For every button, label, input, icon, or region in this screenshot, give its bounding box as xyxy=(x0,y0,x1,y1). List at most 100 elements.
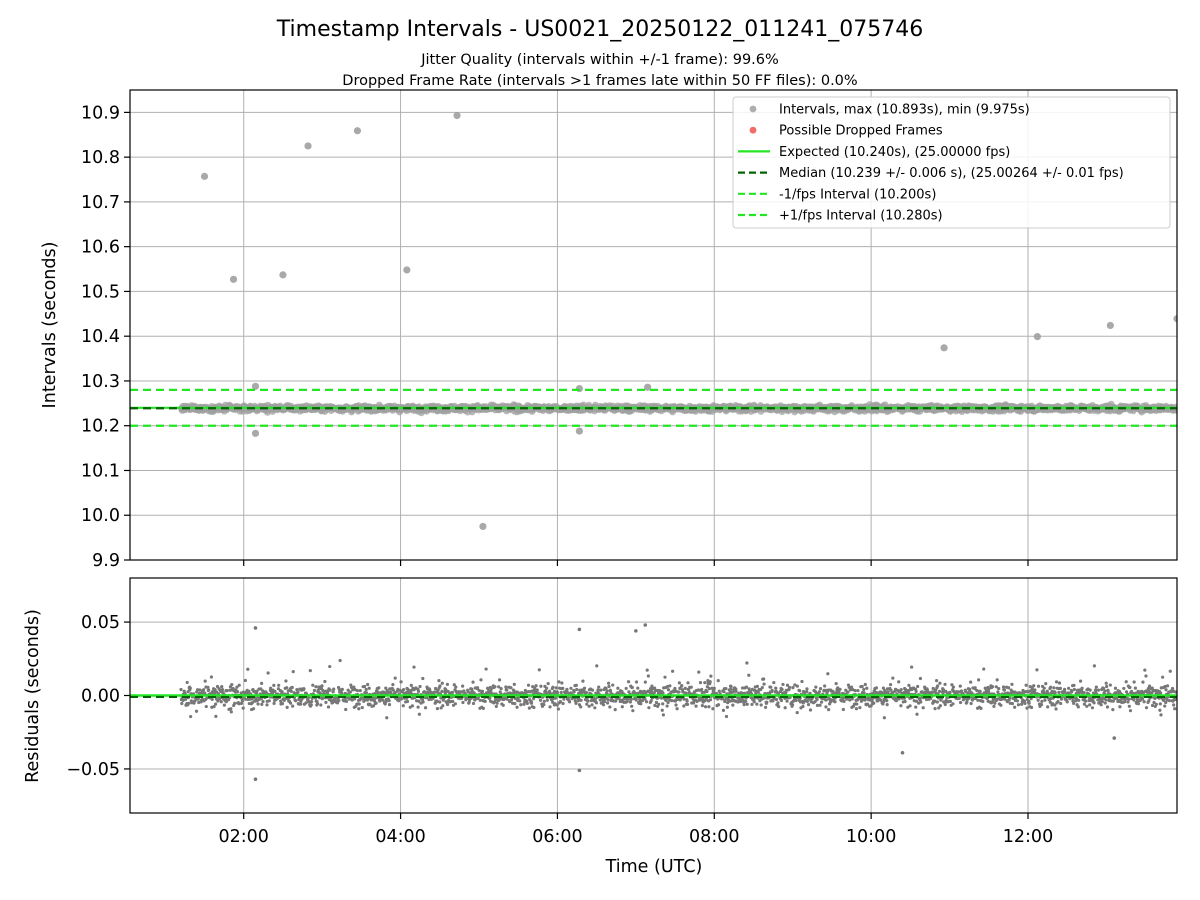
residual-point xyxy=(331,690,335,694)
residual-point xyxy=(589,698,593,703)
residual-point xyxy=(636,686,640,690)
residual-point xyxy=(1054,680,1059,684)
residual-point xyxy=(1090,706,1095,710)
residual-outlier-point xyxy=(634,629,638,633)
residual-point xyxy=(634,698,638,702)
residual-point xyxy=(759,703,763,707)
residual-point xyxy=(958,684,962,688)
residual-point xyxy=(272,701,276,705)
residual-point xyxy=(360,705,364,710)
residual-point xyxy=(1122,686,1126,691)
residual-point xyxy=(948,690,952,694)
residual-point xyxy=(1152,700,1156,705)
residual-point xyxy=(357,707,361,711)
residual-point xyxy=(752,700,756,704)
residual-point xyxy=(908,704,912,708)
residual-point xyxy=(350,698,354,702)
residual-point xyxy=(774,686,778,690)
residual-point xyxy=(1127,697,1131,701)
residual-point xyxy=(626,680,631,684)
residual-point xyxy=(1159,713,1163,717)
residual-point xyxy=(272,683,276,687)
residual-point xyxy=(935,684,940,688)
residual-point xyxy=(480,689,485,693)
residual-point xyxy=(1099,703,1103,707)
residual-point xyxy=(556,707,561,711)
residual-point xyxy=(740,686,745,690)
residual-point xyxy=(451,699,455,703)
residual-point xyxy=(805,690,809,694)
residual-point xyxy=(1147,684,1152,688)
residual-point xyxy=(777,704,781,709)
residual-point xyxy=(808,691,812,695)
residual-point xyxy=(261,699,265,704)
residual-point xyxy=(888,682,893,687)
residual-point xyxy=(401,688,406,692)
residual-point xyxy=(201,688,206,692)
residual-point xyxy=(314,685,318,689)
residual-point xyxy=(364,687,368,692)
residuals-panel: −0.05 0.00 0.05 02:00 04:00 06:00 08:00 10:00 1… xyxy=(23,577,1178,877)
residual-point xyxy=(944,689,948,693)
residual-point xyxy=(1063,690,1067,694)
residual-point xyxy=(489,687,493,691)
residual-point xyxy=(1067,686,1071,690)
residual-point xyxy=(1056,700,1060,704)
residual-point xyxy=(320,697,324,701)
residual-point xyxy=(815,703,820,707)
residual-point xyxy=(579,698,583,702)
residual-point xyxy=(646,674,650,678)
residual-point xyxy=(838,687,842,691)
residual-point xyxy=(992,704,996,709)
residual-point xyxy=(512,682,516,686)
residual-point xyxy=(620,705,624,709)
residual-point xyxy=(450,690,455,694)
residual-point xyxy=(1080,686,1084,690)
residual-point xyxy=(659,696,664,700)
residual-point xyxy=(605,689,609,693)
x-tick-label: 08:00 xyxy=(689,827,739,847)
residual-point xyxy=(437,679,441,683)
residual-point xyxy=(779,698,784,703)
residual-point xyxy=(707,705,711,709)
residual-point xyxy=(235,685,239,689)
residual-point xyxy=(251,707,256,711)
residual-point xyxy=(724,686,728,691)
residual-point xyxy=(1053,690,1057,695)
residual-point xyxy=(525,701,529,705)
residual-point xyxy=(423,706,428,710)
residual-point xyxy=(220,687,225,692)
residual-point xyxy=(762,682,766,686)
residual-point xyxy=(559,690,563,695)
legend-entry-label: -1/fps Interval (10.200s) xyxy=(779,187,936,202)
residual-point xyxy=(561,701,565,706)
residual-point xyxy=(1062,687,1067,691)
residual-point xyxy=(372,699,377,703)
residual-point xyxy=(435,707,440,711)
interval-outlier-point xyxy=(229,275,238,283)
residual-point xyxy=(791,686,795,690)
residual-point xyxy=(288,701,293,705)
residual-point xyxy=(934,688,938,692)
residual-point xyxy=(1106,689,1110,693)
residual-point xyxy=(691,701,696,705)
residual-point xyxy=(291,670,295,674)
residual-point xyxy=(557,680,561,684)
intervals-plot-frame xyxy=(129,89,1178,561)
residual-point xyxy=(1015,699,1020,703)
residual-point xyxy=(1046,705,1050,709)
residual-point xyxy=(765,700,769,704)
residual-point xyxy=(862,691,866,695)
residual-point xyxy=(1091,697,1095,701)
residual-point xyxy=(668,684,672,688)
x-axis-label: Time (UTC) xyxy=(605,857,703,877)
residual-point xyxy=(579,705,583,709)
residual-point xyxy=(734,689,738,693)
residual-point xyxy=(938,704,943,708)
residual-point xyxy=(366,682,370,687)
residual-point xyxy=(198,688,202,692)
residual-point xyxy=(1105,705,1110,709)
residual-point xyxy=(1172,703,1176,707)
residual-point xyxy=(734,687,738,691)
